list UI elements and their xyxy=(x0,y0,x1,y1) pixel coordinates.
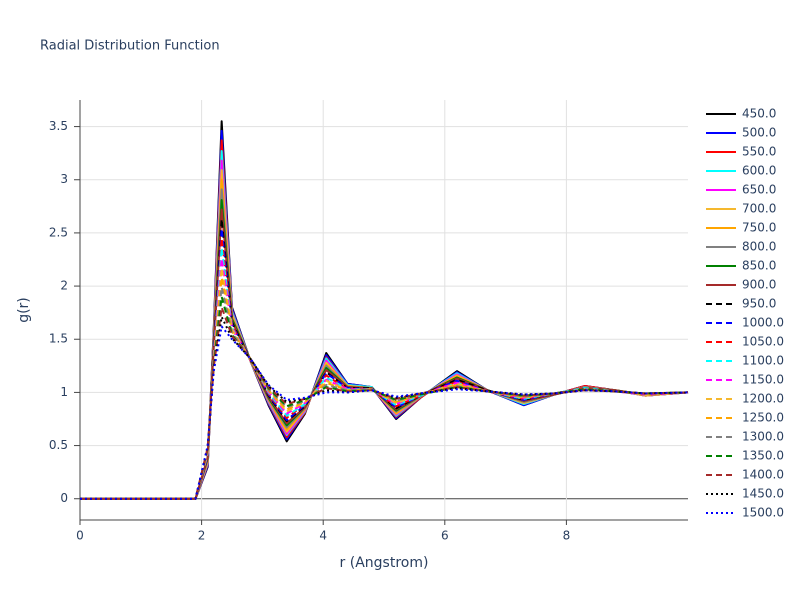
y-tick-label: 2.5 xyxy=(49,225,68,239)
legend-label: 1400.0 xyxy=(742,468,784,482)
legend-label: 900.0 xyxy=(742,278,776,292)
legend-label: 600.0 xyxy=(742,164,776,178)
y-axis-title: g(r) xyxy=(16,297,32,323)
x-tick-label: 2 xyxy=(198,529,206,543)
y-tick-label: 0 xyxy=(60,491,68,505)
series-line xyxy=(80,325,689,500)
y-tick-label: 2 xyxy=(60,279,68,293)
legend-label: 1450.0 xyxy=(742,487,784,501)
y-tick-label: 3 xyxy=(60,172,68,186)
series-line xyxy=(80,306,689,500)
legend-label: 450.0 xyxy=(742,107,776,121)
legend-label: 750.0 xyxy=(742,221,776,235)
x-tick-label: 8 xyxy=(563,529,571,543)
legend-label: 1300.0 xyxy=(742,430,784,444)
legend-label: 1500.0 xyxy=(742,506,784,520)
legend-label: 1150.0 xyxy=(742,373,784,387)
legend-label: 1000.0 xyxy=(742,316,784,330)
legend-label: 550.0 xyxy=(742,145,776,159)
y-tick-label: 3.5 xyxy=(49,119,68,133)
legend-label: 1100.0 xyxy=(742,354,784,368)
legend-label: 950.0 xyxy=(742,297,776,311)
legend-label: 500.0 xyxy=(742,126,776,140)
x-tick-label: 4 xyxy=(319,529,327,543)
legend-label: 1200.0 xyxy=(742,392,784,406)
legend-label: 650.0 xyxy=(742,183,776,197)
legend-label: 1050.0 xyxy=(742,335,784,349)
legend-label: 1250.0 xyxy=(742,411,784,425)
legend-label: 1350.0 xyxy=(742,449,784,463)
x-axis-title: r (Angstrom) xyxy=(340,555,429,571)
y-tick-label: 1 xyxy=(60,385,68,399)
legend-label: 850.0 xyxy=(742,259,776,273)
x-tick-label: 0 xyxy=(76,529,84,543)
legend-label: 700.0 xyxy=(742,202,776,216)
y-tick-label: 0.5 xyxy=(49,438,68,452)
x-tick-label: 6 xyxy=(441,529,449,543)
chart-title: Radial Distribution Function xyxy=(40,39,220,54)
legend-label: 800.0 xyxy=(742,240,776,254)
y-tick-label: 1.5 xyxy=(49,332,68,346)
